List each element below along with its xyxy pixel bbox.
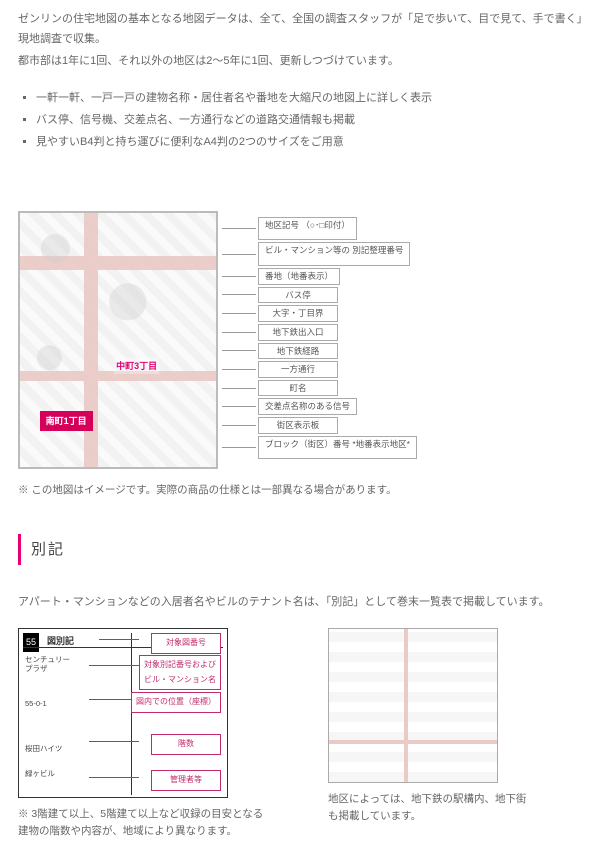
fig55-pink-label: 管理者等 bbox=[151, 770, 221, 790]
feature-item: バス停、信号機、交差点名、一方通行などの道路交通情報も掲載 bbox=[36, 111, 583, 131]
legend-tag: 町名 bbox=[258, 380, 338, 397]
map-chome-label: 中町3丁目 bbox=[114, 358, 159, 374]
legend-tag: 交差点名称のある信号 bbox=[258, 398, 357, 415]
legend-tag: 大字・丁目界 bbox=[258, 305, 338, 322]
figure-55-caption: ※ 3階建て以上、5階建て以上など収録の目安となる建物の階数や内容が、地域により… bbox=[18, 806, 268, 840]
legend-tag: 街区表示板 bbox=[258, 417, 338, 434]
feature-list: 一軒一軒、一戸一戸の建物名称・居住者名や番地を大縮尺の地図上に詳しく表示 バス停… bbox=[18, 89, 583, 152]
intro-block: ゼンリンの住宅地図の基本となる地図データは、全て、全国の調査スタッフが「足で歩い… bbox=[18, 10, 583, 71]
section-desc: アパート・マンションなどの入居者名やビルのテナント名は、「別記」として巻末一覧表… bbox=[18, 593, 583, 613]
map-legend-column: 地区記号 （○･□印付） ビル・マンション等の 別記整理番号 番地（地番表示） … bbox=[222, 217, 417, 462]
legend-tag: バス停 bbox=[258, 287, 338, 304]
fig55-left-name3: 桜田ハイツ bbox=[25, 744, 62, 753]
fig55-pink-label: 対象別記番号および ビル・マンション名 bbox=[139, 655, 221, 690]
figure-55-panel: 55 図別記 センチュリー プラザ 55-0-1 桜田ハイツ 緑ヶビル 対象図番… bbox=[18, 628, 268, 840]
fig55-pink-label: 階数 bbox=[151, 734, 221, 754]
feature-item: 一軒一軒、一戸一戸の建物名称・居住者名や番地を大縮尺の地図上に詳しく表示 bbox=[36, 89, 583, 109]
map-sample-row: 中町3丁目 南町1丁目 地区記号 （○･□印付） ビル・マンション等の 別記整理… bbox=[18, 211, 583, 469]
legend-tag: ブロック（街区）番号 *地番表示地区* bbox=[258, 436, 417, 460]
bekki-figures-row: 55 図別記 センチュリー プラザ 55-0-1 桜田ハイツ 緑ヶビル 対象図番… bbox=[18, 628, 583, 840]
map-sample-image: 中町3丁目 南町1丁目 bbox=[18, 211, 218, 469]
legend-tag: ビル・マンション等の 別記整理番号 bbox=[258, 242, 410, 266]
figure-subway-caption: 地区によっては、地下鉄の駅構内、地下街も掲載しています。 bbox=[328, 791, 528, 825]
fig55-pink-label: 対象図番号 bbox=[151, 633, 221, 653]
figure-55: 55 図別記 センチュリー プラザ 55-0-1 桜田ハイツ 緑ヶビル 対象図番… bbox=[18, 628, 228, 798]
legend-tag: 地区記号 （○･□印付） bbox=[258, 217, 357, 241]
map-sample-note: ※ この地図はイメージです。実際の商品の仕様とは一部異なる場合があります。 bbox=[18, 481, 583, 500]
fig55-left-name2: 緑ヶビル bbox=[25, 769, 55, 778]
fig55-left-sub: 55-0-1 bbox=[25, 699, 47, 708]
legend-tag: 番地（地番表示） bbox=[258, 268, 340, 285]
intro-line-2: 都市部は1年に1回、それ以外の地区は2〜5年に1回、更新しつづけています。 bbox=[18, 52, 583, 72]
section-heading-bekki: 別記 bbox=[18, 534, 583, 565]
legend-tag: 一方通行 bbox=[258, 361, 338, 378]
map-chome-label: 南町1丁目 bbox=[40, 411, 93, 431]
figure-subway-panel: 地区によっては、地下鉄の駅構内、地下街も掲載しています。 bbox=[328, 628, 528, 825]
fig55-pink-label: 図内での位置（座標） bbox=[131, 692, 221, 712]
figure-55-badge: 55 bbox=[23, 633, 39, 651]
intro-line-1: ゼンリンの住宅地図の基本となる地図データは、全て、全国の調査スタッフが「足で歩い… bbox=[18, 10, 583, 50]
feature-item: 見やすいB4判と持ち運びに便利なA4判の2つのサイズをご用意 bbox=[36, 133, 583, 153]
fig55-left-name: センチュリー プラザ bbox=[25, 655, 70, 673]
legend-tag: 地下鉄出入口 bbox=[258, 324, 338, 341]
legend-tag: 地下鉄経路 bbox=[258, 343, 338, 360]
figure-subway bbox=[328, 628, 498, 783]
